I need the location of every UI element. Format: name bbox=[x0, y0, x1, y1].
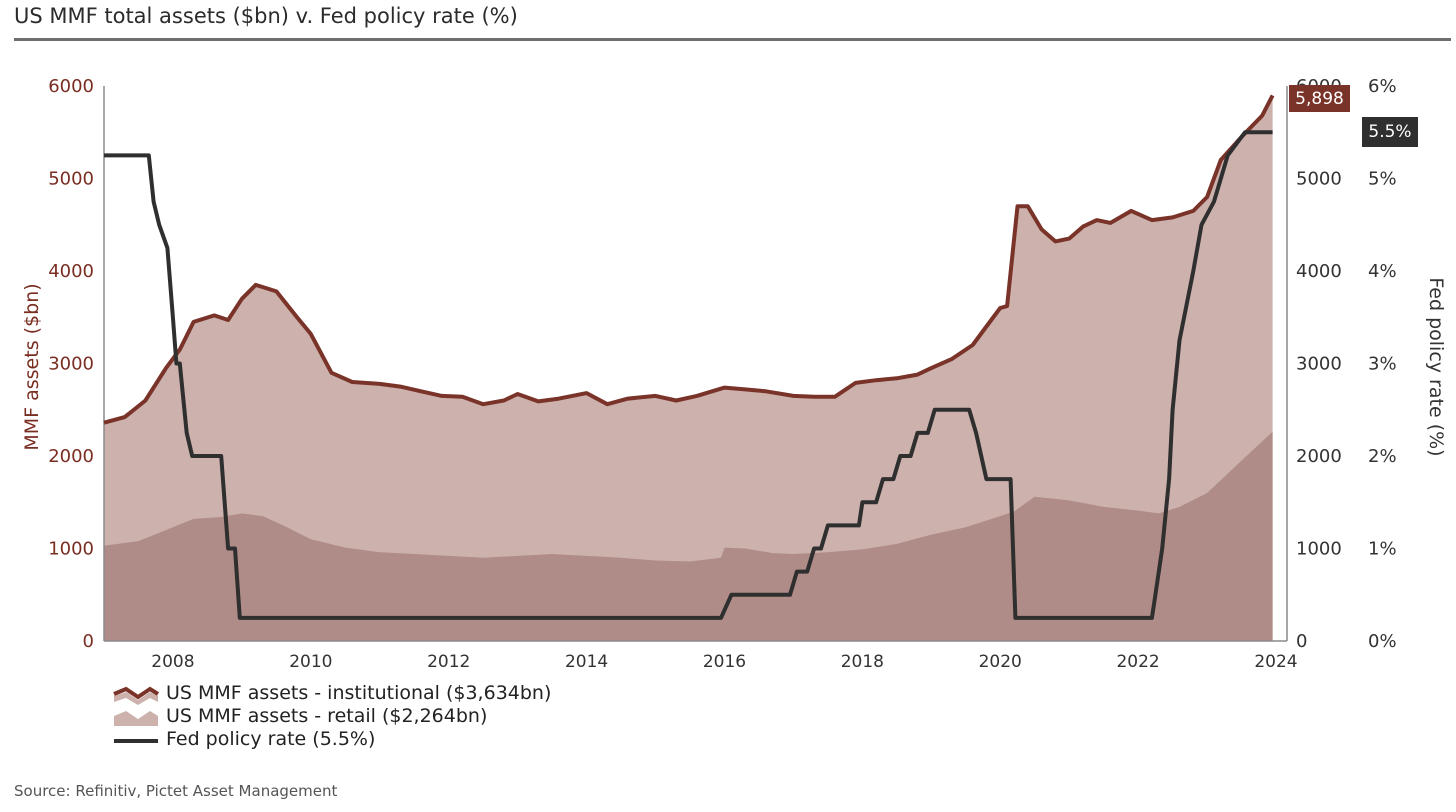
title-divider bbox=[14, 38, 1451, 41]
x-tick: 2010 bbox=[289, 652, 332, 672]
x-tick: 2012 bbox=[427, 652, 470, 672]
y-tick-left: 5000 bbox=[48, 169, 94, 190]
chart-title: US MMF total assets ($bn) v. Fed policy … bbox=[14, 4, 518, 28]
axes-layer bbox=[103, 86, 1288, 642]
end-badge-total-label: 5,898 bbox=[1295, 89, 1344, 109]
legend-item-institutional: US MMF assets - institutional ($3,634bn) bbox=[113, 682, 551, 705]
source-note: Source: Refinitiv, Pictet Asset Manageme… bbox=[14, 782, 338, 800]
end-badge-fed-label: 5.5% bbox=[1368, 122, 1411, 142]
x-tick: 2018 bbox=[841, 652, 884, 672]
x-tick: 2020 bbox=[979, 652, 1022, 672]
y-tick-inner-right: 2000 bbox=[1296, 446, 1342, 467]
y-tick-left: 2000 bbox=[48, 446, 94, 467]
legend-item-retail: US MMF assets - retail ($2,264bn) bbox=[114, 705, 487, 727]
y-tick-left: 0 bbox=[83, 631, 94, 652]
y-tick-inner-right: 5000 bbox=[1296, 169, 1342, 190]
legend-item-fed: Fed policy rate (5.5%) bbox=[114, 728, 375, 750]
legend-swatch-institutional bbox=[114, 692, 158, 705]
total-assets-area bbox=[104, 95, 1273, 641]
y-tick-right: 5% bbox=[1368, 169, 1397, 190]
institutional-assets-line bbox=[103, 94, 1275, 425]
x-tick: 2014 bbox=[565, 652, 608, 672]
legend: US MMF assets - institutional ($3,634bn)… bbox=[113, 682, 551, 750]
legend-label-fed: Fed policy rate (5.5%) bbox=[166, 728, 375, 750]
x-tick: 2022 bbox=[1116, 652, 1159, 672]
y-tick-right: 2% bbox=[1368, 446, 1397, 467]
legend-swatch-institutional-line bbox=[113, 686, 160, 700]
y-tick-left: 4000 bbox=[48, 261, 94, 282]
end-badge-total-bg bbox=[1289, 85, 1350, 112]
x-tick: 2008 bbox=[151, 652, 194, 672]
y-tick-right: 6% bbox=[1368, 76, 1397, 97]
y-axis-title-left: MMF assets ($bn) bbox=[21, 283, 43, 450]
y-tick-left: 3000 bbox=[48, 354, 94, 375]
y-tick-inner-right: 1000 bbox=[1296, 539, 1342, 560]
x-tick: 2024 bbox=[1254, 652, 1297, 672]
y-tick-left: 6000 bbox=[48, 76, 94, 97]
y-tick-left: 1000 bbox=[48, 539, 94, 560]
y-tick-right: 4% bbox=[1368, 261, 1397, 282]
y-tick-right: 0% bbox=[1368, 631, 1397, 652]
retail-assets-area bbox=[104, 431, 1273, 641]
y-tick-inner-right: 3000 bbox=[1296, 354, 1342, 375]
fed-policy-rate-line bbox=[104, 130, 1273, 620]
end-label-layer: 5,898 5.5% bbox=[1289, 85, 1418, 147]
legend-swatch-retail bbox=[114, 711, 158, 726]
y-tick-inner-right: 0 bbox=[1296, 631, 1307, 652]
y-axis-title-right: Fed policy rate (%) bbox=[1425, 277, 1447, 456]
tick-layer: 0 1000 2000 3000 4000 5000 6000 0 1000 2000 3000 40… bbox=[48, 76, 1396, 672]
line-layer bbox=[103, 94, 1275, 620]
y-tick-right: 3% bbox=[1368, 354, 1397, 375]
y-tick-inner-right: 4000 bbox=[1296, 261, 1342, 282]
end-badge-fed-bg bbox=[1362, 117, 1418, 147]
legend-label-retail: US MMF assets - retail ($2,264bn) bbox=[166, 705, 487, 727]
x-tick: 2016 bbox=[703, 652, 746, 672]
y-tick-right: 1% bbox=[1368, 539, 1397, 560]
area-layer bbox=[104, 95, 1273, 641]
legend-label-institutional: US MMF assets - institutional ($3,634bn) bbox=[166, 682, 551, 704]
